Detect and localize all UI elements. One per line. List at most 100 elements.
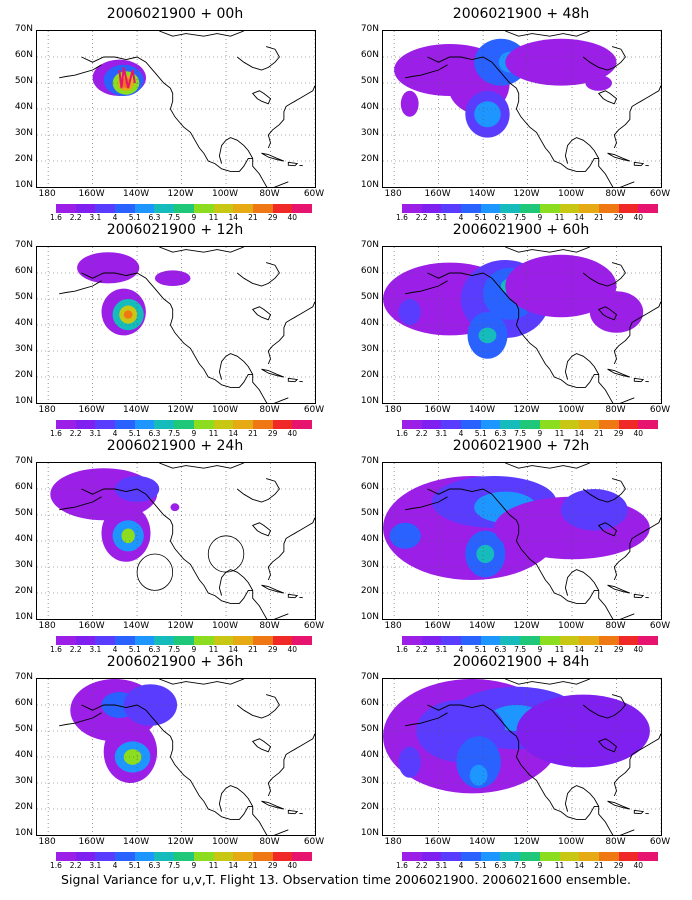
- colorbar-swatch: [539, 204, 560, 213]
- colorbar-swatch: [154, 204, 175, 213]
- colorbar-swatch: [134, 852, 155, 861]
- colorbar-swatch: [174, 636, 194, 645]
- colorbar-swatch: [95, 636, 116, 645]
- colorbar-label: 11: [208, 861, 219, 870]
- coastline: [564, 569, 600, 596]
- colorbar-swatch: [95, 852, 116, 861]
- colorbar-label: 21: [594, 861, 604, 870]
- coastline: [597, 306, 618, 321]
- latitude-tick-label: 10N: [14, 612, 33, 622]
- colorbar-swatch: [115, 852, 135, 861]
- colorbar-label: 9: [537, 645, 543, 654]
- latitude-tick-label: 50N: [360, 292, 379, 302]
- coastline: [59, 496, 102, 511]
- coastline: [405, 496, 448, 511]
- latitude-tick-label: 30N: [360, 128, 379, 138]
- latitude-tick-label: 40N: [14, 534, 33, 544]
- map-plot-area: [36, 246, 316, 404]
- longitude-tick-label: 60W: [303, 837, 325, 847]
- colorbar-swatch: [193, 852, 214, 861]
- colorbar-label: 2.2: [69, 861, 82, 870]
- longitude-tick-label: 140W: [469, 621, 496, 631]
- coastline: [273, 613, 289, 619]
- colorbar-swatch: [252, 420, 273, 429]
- coastline: [405, 280, 448, 295]
- coastline: [59, 64, 102, 79]
- colorbar-swatch: [520, 852, 540, 861]
- colorbar-label: 4: [112, 645, 118, 654]
- colorbar-swatch: [480, 420, 501, 429]
- colorbar-label: 5.1: [128, 429, 141, 438]
- colorbar-label: 6.3: [494, 861, 507, 870]
- map-svg: [383, 679, 661, 835]
- colorbar-label: 2.2: [415, 213, 428, 222]
- coastline: [218, 353, 254, 380]
- colorbar-label: 4: [458, 861, 464, 870]
- longitude-tick-label: 160W: [78, 405, 105, 415]
- colorbar-label: 9: [191, 429, 197, 438]
- longitude-tick-label: 140W: [123, 405, 150, 415]
- colorbar-label: 4: [458, 429, 464, 438]
- colorbar-swatch: [154, 852, 175, 861]
- coastline: [607, 800, 631, 810]
- colorbar-swatch: [75, 204, 96, 213]
- colorbar-label: 7.5: [514, 861, 527, 870]
- colorbar-swatch: [154, 420, 175, 429]
- coastline: [597, 90, 618, 105]
- flight-track: [118, 67, 136, 89]
- colorbar-swatch: [559, 636, 580, 645]
- colorbar-swatch: [193, 204, 214, 213]
- colorbar: [402, 852, 658, 861]
- colorbar-label: 40: [633, 213, 644, 222]
- colorbar-label: 11: [208, 429, 219, 438]
- coastline: [236, 46, 280, 71]
- latitude-tick-label: 60N: [360, 482, 379, 492]
- colorbar-label: 3.1: [89, 429, 102, 438]
- longitude-tick-label: 120W: [513, 189, 540, 199]
- colorbar-label: 5.1: [474, 645, 487, 654]
- variance-contour-fill: [469, 764, 488, 786]
- longitude-tick-label: 80W: [605, 621, 626, 631]
- colorbar-swatch: [134, 204, 155, 213]
- longitude-tick-label: 180: [384, 405, 402, 415]
- coastline: [218, 137, 254, 164]
- longitude-tick-label: 60W: [649, 405, 671, 415]
- map-svg: [383, 31, 661, 187]
- latitude-tick-label: 40N: [14, 102, 33, 112]
- colorbar: [402, 420, 658, 429]
- longitude-tick-label: 160W: [424, 189, 451, 199]
- colorbar-swatch: [539, 420, 560, 429]
- longitude-tick-label: 100W: [557, 405, 585, 415]
- latitude-tick-label: 70N: [14, 456, 33, 466]
- colorbar-label: 14: [228, 213, 238, 222]
- colorbar-swatch: [272, 204, 293, 213]
- latitude-tick-label: 40N: [14, 750, 33, 760]
- variance-contour-fill: [154, 270, 191, 286]
- variance-contour-fill: [121, 528, 135, 544]
- longitude-tick-label: 180: [384, 621, 402, 631]
- range-circle: [136, 553, 174, 591]
- colorbar: [402, 204, 658, 213]
- colorbar-swatch: [598, 852, 619, 861]
- latitude-tick-label: 70N: [360, 672, 379, 682]
- coastline: [427, 704, 614, 835]
- variance-contour-fill: [456, 736, 501, 789]
- coastline: [251, 90, 272, 105]
- colorbar-label: 2.2: [415, 429, 428, 438]
- colorbar-label: 1.6: [396, 429, 408, 438]
- colorbar-swatch: [174, 852, 194, 861]
- colorbar-label: 11: [554, 645, 565, 654]
- colorbar-label: 14: [228, 861, 238, 870]
- range-circle: [207, 535, 245, 573]
- colorbar-swatch: [441, 420, 462, 429]
- colorbar-swatch: [56, 420, 76, 429]
- colorbar-swatch: [520, 636, 540, 645]
- colorbar-swatch: [193, 636, 214, 645]
- longitude-tick-label: 140W: [123, 189, 150, 199]
- coastline: [159, 247, 244, 253]
- colorbar-label: 5.1: [474, 861, 487, 870]
- panel-title: 2006021900 + 84h: [452, 654, 590, 670]
- latitude-tick-label: 40N: [360, 750, 379, 760]
- colorbar-label: 2.2: [415, 645, 428, 654]
- coastline: [287, 593, 299, 599]
